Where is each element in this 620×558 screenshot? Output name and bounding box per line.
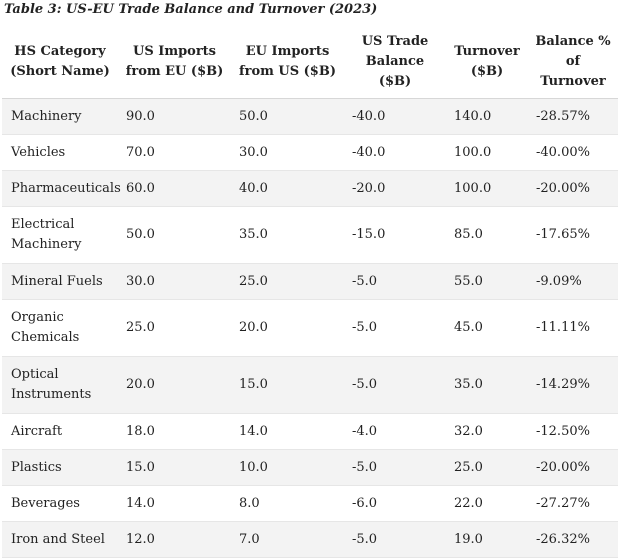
table-row: Organic Chemicals 25.0 20.0 -5.0 45.0 -1… — [2, 299, 618, 357]
cell-turnover: 22.0 — [446, 485, 528, 522]
table-header: HS Category (Short Name) US Imports from… — [2, 26, 618, 99]
cell-eu-imports: 15.0 — [231, 356, 344, 414]
table-row: Machinery 90.0 50.0 -40.0 140.0 -28.57% — [2, 98, 618, 135]
cell-trade-balance: -40.0 — [344, 98, 446, 135]
table-row: Vehicles 70.0 30.0 -40.0 100.0 -40.00% — [2, 134, 618, 171]
cell-turnover: 25.0 — [446, 449, 528, 486]
cell-balance-pct: -20.00% — [528, 449, 618, 486]
cell-hs-category: Mineral Fuels — [2, 263, 118, 300]
column-header-us-imports: US Imports from EU ($B) — [118, 26, 231, 99]
cell-trade-balance: -5.0 — [344, 263, 446, 300]
cell-us-imports: 70.0 — [118, 134, 231, 171]
cell-trade-balance: -5.0 — [344, 449, 446, 486]
cell-eu-imports: 35.0 — [231, 206, 344, 264]
table-row: Aircraft 18.0 14.0 -4.0 32.0 -12.50% — [2, 413, 618, 450]
table-row: Optical Instruments 20.0 15.0 -5.0 35.0 … — [2, 356, 618, 414]
table-row: Pharmaceuticals 60.0 40.0 -20.0 100.0 -2… — [2, 170, 618, 207]
cell-us-imports: 15.0 — [118, 449, 231, 486]
table-row: Plastics 15.0 10.0 -5.0 25.0 -20.00% — [2, 449, 618, 486]
cell-trade-balance: -5.0 — [344, 299, 446, 357]
cell-hs-category: Machinery — [2, 98, 118, 135]
trade-table: HS Category (Short Name) US Imports from… — [2, 26, 618, 558]
cell-balance-pct: -14.29% — [528, 356, 618, 414]
cell-hs-category: Iron and Steel — [2, 521, 118, 558]
cell-us-imports: 90.0 — [118, 98, 231, 135]
cell-eu-imports: 7.0 — [231, 521, 344, 558]
cell-turnover: 32.0 — [446, 413, 528, 450]
cell-eu-imports: 25.0 — [231, 263, 344, 300]
cell-us-imports: 20.0 — [118, 356, 231, 414]
cell-eu-imports: 10.0 — [231, 449, 344, 486]
cell-trade-balance: -6.0 — [344, 485, 446, 522]
cell-hs-category: Electrical Machinery — [2, 206, 118, 264]
column-header-balance-pct: Balance % of Turnover — [528, 26, 618, 99]
cell-turnover: 140.0 — [446, 98, 528, 135]
cell-trade-balance: -15.0 — [344, 206, 446, 264]
cell-trade-balance: -5.0 — [344, 521, 446, 558]
cell-turnover: 45.0 — [446, 299, 528, 357]
cell-us-imports: 12.0 — [118, 521, 231, 558]
table-row: Mineral Fuels 30.0 25.0 -5.0 55.0 -9.09% — [2, 263, 618, 300]
cell-balance-pct: -20.00% — [528, 170, 618, 207]
cell-balance-pct: -11.11% — [528, 299, 618, 357]
cell-hs-category: Aircraft — [2, 413, 118, 450]
cell-trade-balance: -5.0 — [344, 356, 446, 414]
cell-us-imports: 14.0 — [118, 485, 231, 522]
table-row: Electrical Machinery 50.0 35.0 -15.0 85.… — [2, 206, 618, 264]
cell-eu-imports: 14.0 — [231, 413, 344, 450]
cell-turnover: 55.0 — [446, 263, 528, 300]
cell-eu-imports: 30.0 — [231, 134, 344, 171]
table-row: Iron and Steel 12.0 7.0 -5.0 19.0 -26.32… — [2, 521, 618, 558]
cell-turnover: 35.0 — [446, 356, 528, 414]
cell-balance-pct: -9.09% — [528, 263, 618, 300]
cell-hs-category: Optical Instruments — [2, 356, 118, 414]
cell-us-imports: 18.0 — [118, 413, 231, 450]
cell-hs-category: Vehicles — [2, 134, 118, 171]
cell-eu-imports: 8.0 — [231, 485, 344, 522]
cell-us-imports: 60.0 — [118, 170, 231, 207]
cell-us-imports: 25.0 — [118, 299, 231, 357]
cell-balance-pct: -28.57% — [528, 98, 618, 135]
cell-turnover: 100.0 — [446, 134, 528, 171]
column-header-turnover: Turnover ($B) — [446, 26, 528, 99]
cell-eu-imports: 40.0 — [231, 170, 344, 207]
cell-trade-balance: -20.0 — [344, 170, 446, 207]
cell-balance-pct: -40.00% — [528, 134, 618, 171]
cell-hs-category: Pharmaceuticals — [2, 170, 121, 207]
column-header-trade-balance: US Trade Balance ($B) — [344, 26, 446, 99]
cell-balance-pct: -12.50% — [528, 413, 618, 450]
cell-turnover: 85.0 — [446, 206, 528, 264]
cell-balance-pct: -27.27% — [528, 485, 618, 522]
table-row: Beverages 14.0 8.0 -6.0 22.0 -27.27% — [2, 485, 618, 522]
cell-hs-category: Beverages — [2, 485, 118, 522]
header-row: HS Category (Short Name) US Imports from… — [2, 26, 618, 99]
cell-us-imports: 30.0 — [118, 263, 231, 300]
table-body: Machinery 90.0 50.0 -40.0 140.0 -28.57% … — [2, 98, 618, 558]
cell-trade-balance: -4.0 — [344, 413, 446, 450]
table-caption: Table 3: US-EU Trade Balance and Turnove… — [4, 2, 378, 17]
cell-balance-pct: -26.32% — [528, 521, 618, 558]
cell-us-imports: 50.0 — [118, 206, 231, 264]
cell-eu-imports: 50.0 — [231, 98, 344, 135]
cell-hs-category: Plastics — [2, 449, 118, 486]
column-header-hs-category: HS Category (Short Name) — [2, 26, 118, 99]
cell-turnover: 19.0 — [446, 521, 528, 558]
cell-eu-imports: 20.0 — [231, 299, 344, 357]
cell-balance-pct: -17.65% — [528, 206, 618, 264]
cell-hs-category: Organic Chemicals — [2, 299, 118, 357]
cell-turnover: 100.0 — [446, 170, 528, 207]
column-header-eu-imports: EU Imports from US ($B) — [231, 26, 344, 99]
cell-trade-balance: -40.0 — [344, 134, 446, 171]
